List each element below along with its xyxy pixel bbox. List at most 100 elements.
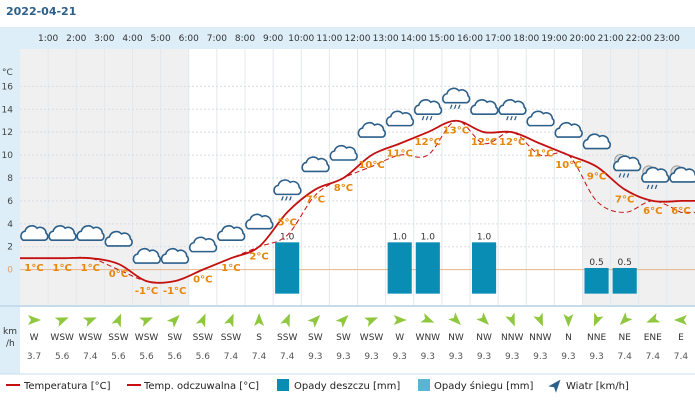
wind-arrow-shape xyxy=(280,313,290,328)
weather-icon-cloud xyxy=(188,236,218,253)
wind-unit-top: km xyxy=(3,327,17,337)
temperature-label: 13°C xyxy=(443,126,469,137)
hour-label: 13:00 xyxy=(373,34,399,44)
wind-arrow-shape xyxy=(28,315,42,325)
wind-arrow-icon xyxy=(224,313,234,328)
temperature-label: 11°C xyxy=(527,149,553,160)
wind-arrow-icon xyxy=(619,312,633,325)
wind-arrow-icon xyxy=(254,313,265,326)
rain-drop xyxy=(281,196,284,201)
weather-icon-cloud xyxy=(329,144,358,161)
hour-label: 4:00 xyxy=(122,34,142,44)
wind-arrow-icon xyxy=(448,312,461,325)
rain-bar-label: 1.0 xyxy=(421,232,436,242)
cloud-shape xyxy=(48,225,77,241)
wind-speed-label: 9.3 xyxy=(336,352,350,362)
wind-speed-label: 5.6 xyxy=(55,352,70,362)
wind-arrow-icon xyxy=(420,313,435,323)
weather-icon-cloud-rain xyxy=(413,99,443,121)
temperature-label: 6°C xyxy=(671,206,690,217)
hour-label: 14:00 xyxy=(401,34,427,44)
wind-speed-label: 9.3 xyxy=(421,352,435,362)
hour-label: 18:00 xyxy=(513,34,539,44)
rain-drop xyxy=(510,115,513,121)
wind-direction-label: S xyxy=(256,333,262,343)
hour-label: 21:00 xyxy=(598,34,624,44)
weather-icon-cloud xyxy=(245,213,274,230)
cloud-shape xyxy=(188,236,218,253)
wind-speed-label: 5.6 xyxy=(111,352,126,362)
wind-arrow-icon xyxy=(82,317,97,327)
wind-arrow-icon xyxy=(646,313,661,323)
wind-speed-label: 9.3 xyxy=(308,352,322,362)
hour-label: 8:00 xyxy=(235,34,255,44)
wind-arrow-icon xyxy=(54,317,69,327)
temperature-label: -1°C xyxy=(163,286,186,297)
cloud-shape xyxy=(442,87,471,104)
temperature-label: 7°C xyxy=(615,194,634,205)
wind-arrow-icon xyxy=(393,315,407,325)
wind-direction-label: SW xyxy=(336,333,351,343)
wind-direction-label: WSW xyxy=(79,333,103,343)
hour-label: 2:00 xyxy=(66,34,86,44)
weather-icon-cloud xyxy=(160,248,190,264)
rain-drop xyxy=(626,173,630,178)
y-tick-label: 0 xyxy=(7,266,13,276)
legend-feels-label: Temp. odczuwalna [°C] xyxy=(143,381,259,392)
hour-label: 23:00 xyxy=(654,34,680,44)
wind-direction-label: WSW xyxy=(135,333,159,343)
rain-drop xyxy=(421,115,425,121)
rain-drop xyxy=(457,104,461,109)
wind-speed-label: 9.3 xyxy=(393,352,407,362)
cloud-shape xyxy=(582,133,611,150)
wind-speed-label: 7.4 xyxy=(674,352,689,362)
wind-direction-label: WSW xyxy=(50,333,74,343)
rain-drop xyxy=(646,184,650,190)
wind-arrow-shape xyxy=(393,315,407,325)
hour-label: 17:00 xyxy=(485,34,511,44)
y-tick-label: 14 xyxy=(2,105,14,115)
rain-drop xyxy=(425,115,429,121)
wind-arrow-shape xyxy=(111,313,122,328)
wind-direction-label: SSW xyxy=(277,333,297,343)
weather-icon-cloud xyxy=(132,248,161,264)
rain-bar xyxy=(387,242,412,294)
wind-arrow-shape xyxy=(505,312,515,327)
hour-label: 9:00 xyxy=(263,34,283,44)
rain-bar-label: 1.0 xyxy=(280,232,295,242)
wind-arrow-icon xyxy=(476,312,490,325)
temperature-label: 9°C xyxy=(587,172,606,183)
hour-label: 3:00 xyxy=(94,34,114,44)
hour-label: 16:00 xyxy=(457,34,483,44)
temperature-label: 5°C xyxy=(278,217,297,228)
temperature-label: 11°C xyxy=(387,149,413,160)
wind-direction-label: NNE xyxy=(587,333,606,343)
y-tick-label: 6 xyxy=(7,197,13,207)
wind-arrow-shape xyxy=(254,313,265,326)
wind-arrow-icon xyxy=(166,315,180,328)
temperature-label: 1°C xyxy=(81,263,100,274)
wind-speed-label: 5.6 xyxy=(139,352,154,362)
temperature-label: 8°C xyxy=(334,183,353,194)
wind-direction-label: SW xyxy=(167,333,182,343)
rain-bar xyxy=(275,242,300,294)
wind-arrow-icon xyxy=(195,313,206,328)
cloud-shape xyxy=(669,166,695,183)
wind-arrow-shape xyxy=(166,315,180,328)
wind-band-top xyxy=(0,305,695,307)
wind-arrow-icon xyxy=(307,315,321,328)
legend-snow-swatch xyxy=(418,379,430,391)
wind-speed-label: 9.3 xyxy=(364,352,378,362)
cloud-shape xyxy=(245,213,274,230)
legend-rain-swatch xyxy=(277,379,289,391)
wind-arrow-shape xyxy=(673,315,687,325)
hour-label: 15:00 xyxy=(429,34,455,44)
wind-direction-label: SSW xyxy=(193,333,213,343)
temperature-label: 1°C xyxy=(24,263,43,274)
weather-icon-cloud xyxy=(76,225,105,241)
feels-like-line xyxy=(20,120,695,284)
wind-arrow-shape xyxy=(533,312,543,327)
wind-speed-label: 9.3 xyxy=(561,352,575,362)
wind-speed-label: 7.4 xyxy=(280,352,295,362)
